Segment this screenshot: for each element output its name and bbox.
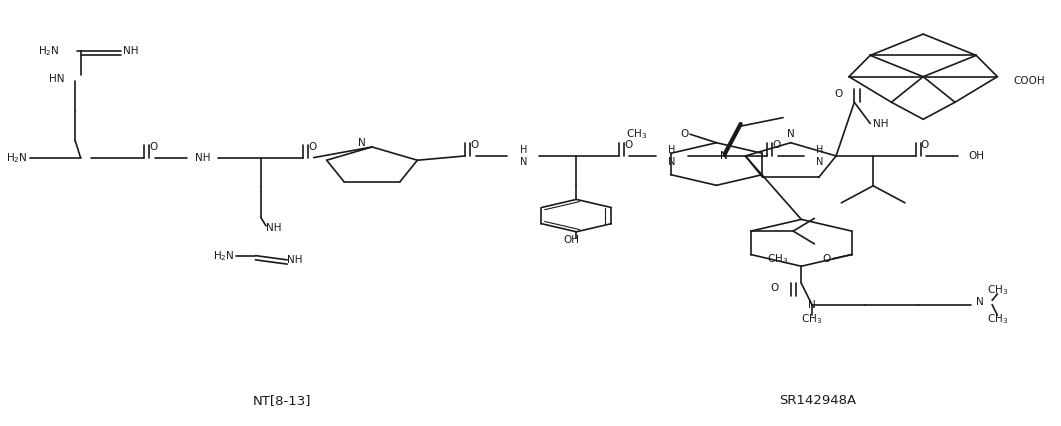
Text: NH: NH [266, 223, 281, 233]
Text: O: O [150, 142, 158, 152]
Text: O: O [624, 140, 632, 150]
Text: HN: HN [49, 74, 65, 84]
Text: NH: NH [123, 46, 138, 56]
Text: O: O [309, 142, 316, 152]
Text: N: N [976, 297, 984, 308]
Text: OH: OH [563, 235, 579, 245]
Text: O: O [680, 129, 689, 139]
Text: CH$_3$: CH$_3$ [626, 127, 647, 141]
Text: CH$_3$: CH$_3$ [801, 313, 822, 326]
Text: H
N: H N [520, 145, 527, 167]
Text: H
N: H N [668, 145, 676, 167]
Text: NT[8-13]: NT[8-13] [253, 394, 311, 407]
Text: O: O [822, 254, 831, 264]
Text: O: O [772, 140, 781, 150]
Text: OH: OH [969, 151, 985, 161]
Text: CH$_3$: CH$_3$ [987, 283, 1008, 296]
Text: O: O [770, 282, 779, 293]
Text: NH: NH [194, 153, 210, 163]
Text: H$_2$N: H$_2$N [38, 44, 59, 58]
Text: O: O [834, 89, 842, 99]
Text: COOH: COOH [1013, 76, 1045, 86]
Text: N: N [808, 299, 816, 310]
Text: CH$_3$: CH$_3$ [767, 252, 788, 266]
Text: NH: NH [873, 118, 888, 129]
Text: CH$_3$: CH$_3$ [987, 313, 1008, 326]
Text: N: N [787, 129, 795, 139]
Text: H$_2$N: H$_2$N [212, 249, 234, 262]
Text: N: N [358, 138, 365, 148]
Text: H$_2$N: H$_2$N [6, 151, 28, 164]
Text: NH: NH [288, 255, 302, 265]
Text: SR142948A: SR142948A [779, 394, 856, 407]
Text: O: O [921, 140, 929, 150]
Text: N: N [720, 151, 728, 161]
Text: H
N: H N [817, 145, 823, 167]
Text: O: O [470, 140, 479, 150]
